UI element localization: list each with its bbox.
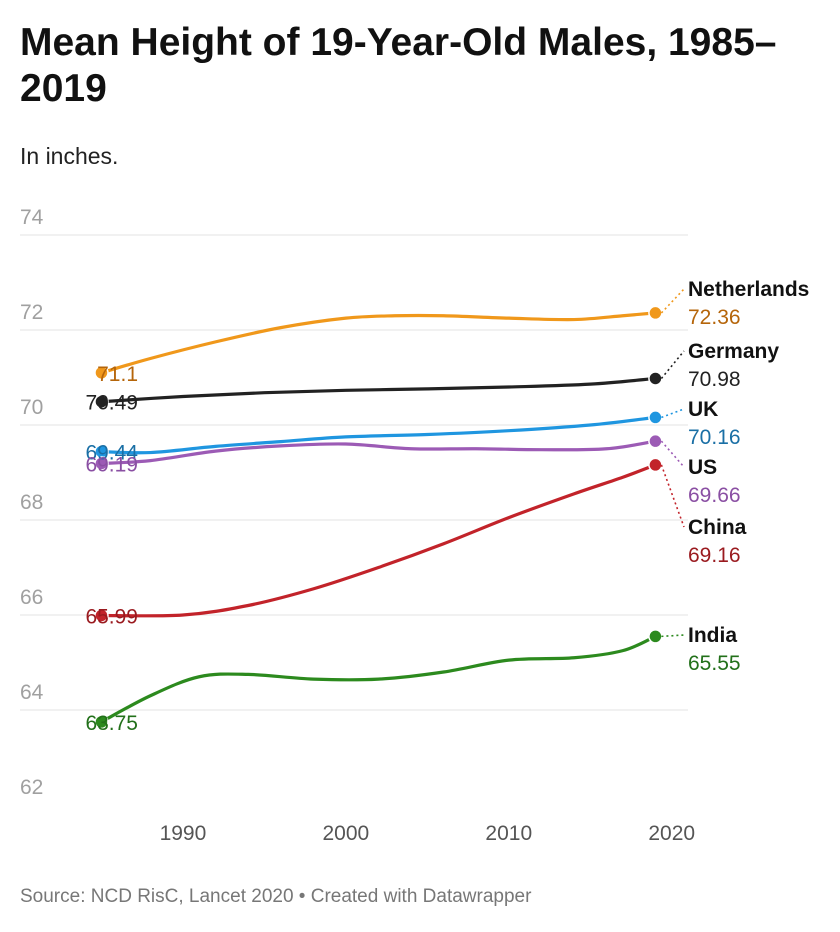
end-point-uk [648,410,663,425]
series-name-us: US [688,456,717,479]
end-label-uk: 70.16 [688,426,741,449]
end-label-china: 69.16 [688,544,741,567]
end-label-netherlands: 72.36 [688,306,741,329]
start-label-germany: 70.49 [85,392,138,415]
end-point-germany [648,371,663,386]
chart-title: Mean Height of 19-Year-Old Males, 1985–2… [20,21,777,110]
start-label-india: 63.75 [85,712,138,735]
start-point-netherlands [94,365,109,380]
series-name-uk: UK [688,398,718,421]
y-tick-label-62: 62 [20,776,43,799]
start-point-china [94,608,109,623]
series-line-india [99,634,658,724]
y-tick-label-74: 74 [20,206,44,229]
series-name-netherlands: Netherlands [688,278,809,301]
series-line-china [99,463,658,618]
start-label-uk: 69.44 [85,442,138,465]
start-point-us [94,456,109,471]
series-line-us [99,439,658,466]
connector-us [660,440,685,468]
line-chart: 62 64 66 68 70 72 74 1990 2000 2010 2020 71.1 Nethe… [20,206,809,845]
series-line-netherlands [99,311,658,375]
start-point-india [94,714,109,730]
end-point-us [648,433,663,449]
chart-subtitle: In inches. [20,143,119,169]
end-point-netherlands [648,305,663,321]
connector-china [660,464,685,528]
y-tick-label-70: 70 [20,396,43,419]
end-label-india: 65.55 [688,652,741,675]
start-label-us: 69.19 [85,453,138,476]
labels-layer: 71.1 Netherlands 72.36 70.49 Germany 70.98 69.… [85,278,809,735]
start-point-germany [94,394,109,409]
series-line-germany [99,376,658,404]
x-tick-label-2010: 2010 [485,822,532,845]
lines-layer [94,305,663,730]
connector-india [661,634,685,638]
connector-germany [660,350,685,379]
connector-netherlands [660,288,685,314]
x-tick-label-1990: 1990 [160,822,207,845]
end-point-china [648,457,663,473]
series-name-germany: Germany [688,340,779,363]
series-name-india: India [688,624,737,647]
grid-layer: 62 64 66 68 70 72 74 1990 2000 2010 2020 [20,206,695,845]
y-tick-label-72: 72 [20,301,43,324]
x-tick-label-2020: 2020 [648,822,695,845]
y-tick-label-68: 68 [20,491,43,514]
end-point-india [648,629,663,644]
start-label-netherlands: 71.1 [97,363,138,386]
x-tick-label-2000: 2000 [322,822,369,845]
series-name-china: China [688,516,747,539]
source-note: Source: NCD RisC, Lancet 2020 • Created … [20,886,532,907]
connector-uk [661,408,685,419]
end-label-us: 69.66 [688,484,741,507]
start-label-china: 65.99 [85,605,138,628]
y-tick-label-64: 64 [20,681,44,704]
end-label-germany: 70.98 [688,368,741,391]
series-line-uk [99,415,658,455]
y-tick-label-66: 66 [20,586,43,609]
